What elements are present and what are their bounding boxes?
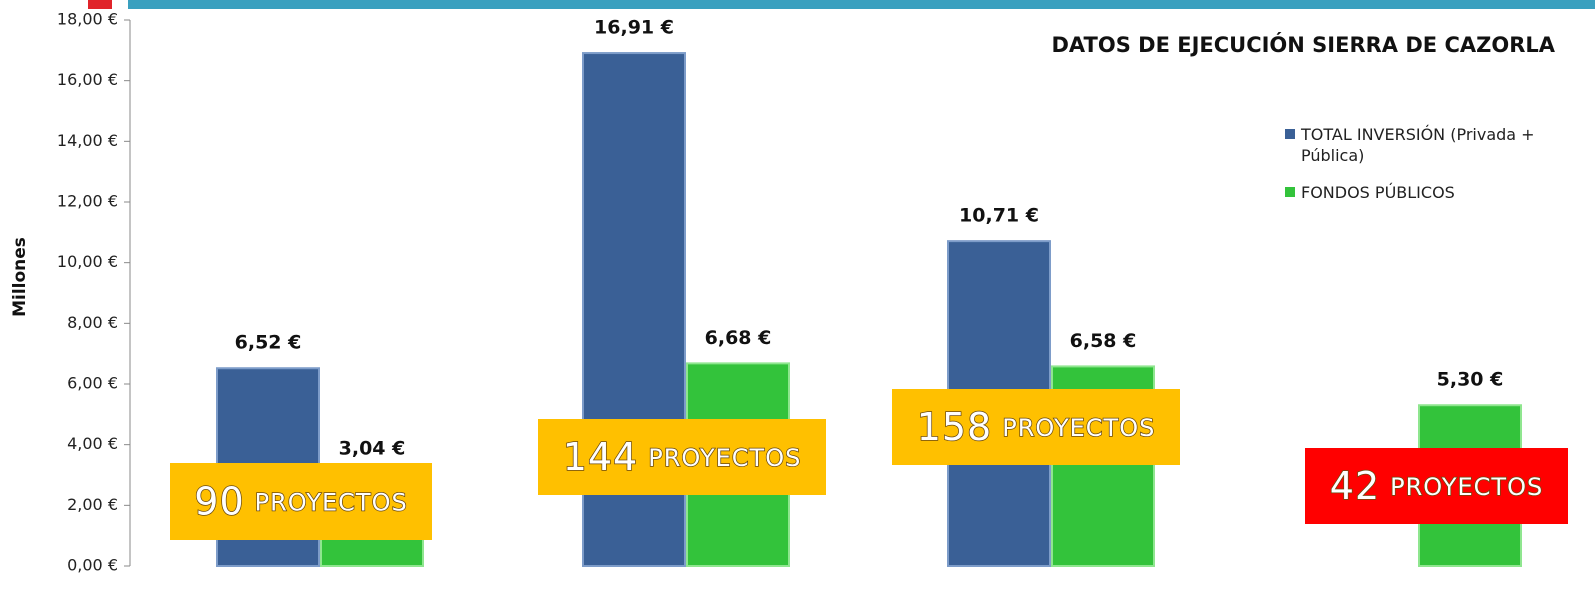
header-bar <box>128 0 1595 9</box>
chart-title: DATOS DE EJECUCIÓN SIERRA DE CAZORLA <box>1051 32 1555 57</box>
header-accent <box>88 0 112 9</box>
legend-swatch <box>1285 187 1295 197</box>
y-tick-label: 6,00 € <box>67 374 118 393</box>
annotation-number: 42 <box>1330 464 1380 508</box>
annotation-number: 90 <box>194 479 244 523</box>
annotation-box <box>538 419 826 495</box>
y-tick-label: 14,00 € <box>57 131 118 150</box>
value-label: 16,91 € <box>594 17 674 39</box>
annotation: 42 PROYECTOS <box>1330 464 1543 508</box>
annotation-box <box>1305 448 1568 524</box>
annotation: 90 PROYECTOS <box>194 479 407 523</box>
legend-entry: TOTAL INVERSIÓN (Privada + Pública) <box>1285 124 1591 166</box>
legend-entry: FONDOS PÚBLICOS <box>1285 182 1591 203</box>
annotation-number: 144 <box>563 435 639 479</box>
value-label: 5,30 € <box>1437 369 1504 391</box>
legend-label: TOTAL INVERSIÓN (Privada + Pública) <box>1301 125 1535 165</box>
annotation: 144 PROYECTOS <box>563 435 802 479</box>
value-label: 10,71 € <box>959 205 1039 227</box>
value-label: 3,04 € <box>339 437 406 459</box>
annotation-text: PROYECTOS <box>648 444 801 472</box>
value-label: 6,52 € <box>235 332 302 354</box>
y-tick-label: 2,00 € <box>67 495 118 514</box>
y-tick-label: 12,00 € <box>57 192 118 211</box>
y-tick-label: 18,00 € <box>57 10 118 29</box>
annotation: 158 PROYECTOS <box>917 405 1156 449</box>
y-tick-label: 10,00 € <box>57 252 118 271</box>
y-tick-label: 16,00 € <box>57 70 118 89</box>
legend-label: FONDOS PÚBLICOS <box>1301 183 1455 202</box>
value-label: 6,68 € <box>705 327 772 349</box>
annotation-box <box>170 463 432 540</box>
annotation-box <box>892 389 1180 465</box>
y-tick-label: 8,00 € <box>67 313 118 332</box>
value-label: 6,58 € <box>1070 330 1137 352</box>
y-tick-label: 4,00 € <box>67 434 118 453</box>
annotation-number: 158 <box>917 405 993 449</box>
annotation-text: PROYECTOS <box>1002 414 1155 442</box>
annotation-text: PROYECTOS <box>1390 473 1543 501</box>
y-tick-label: 0,00 € <box>67 556 118 575</box>
y-axis-label: Millones <box>10 237 30 317</box>
legend-swatch <box>1285 129 1295 139</box>
annotation-text: PROYECTOS <box>255 489 408 517</box>
